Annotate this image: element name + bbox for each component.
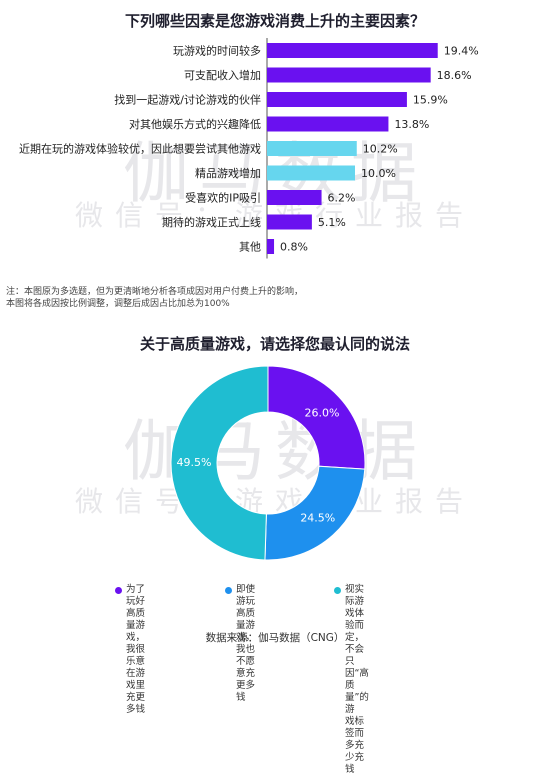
donut-value-label-2: 24.5% <box>300 512 335 525</box>
bar-category-label-4: 对其他娱乐方式的兴趣降低 <box>129 117 261 131</box>
bar-8 <box>267 214 312 230</box>
bar-value-label-7: 6.2% <box>328 192 356 205</box>
bar-category-label-1: 玩游戏的时间较多 <box>173 44 261 58</box>
bar-9 <box>267 239 275 254</box>
legend-swatch-depends <box>334 587 341 594</box>
donut-slice-1 <box>267 365 366 470</box>
bar-category-label-8: 期待的游戏正式上线 <box>162 215 261 229</box>
legend-swatch-unwilling <box>225 587 232 594</box>
bar-value-label-4: 13.8% <box>394 118 429 131</box>
bar-category-label-3: 找到一起游戏/讨论游戏的伙伴 <box>114 93 261 107</box>
bar-value-label-6: 10.0% <box>361 167 396 180</box>
bar-chart-note: 注：本图原为多选题，但为更清晰地分析各项成因对用户付费上升的影响， 本图将各成因… <box>6 286 303 310</box>
bar-7 <box>267 190 322 205</box>
donut-slice-2 <box>264 465 366 561</box>
bar-4 <box>267 116 389 132</box>
bar-category-label-9: 其他 <box>239 241 261 254</box>
bar-3 <box>267 92 407 107</box>
bar-value-label-5: 10.2% <box>363 143 398 156</box>
legend-label-depends: 视实际游戏体验而定， 不会只因“高质量”的游 戏标签而多充少充钱 <box>345 584 369 775</box>
note-line-1: 注：本图原为多选题，但为更清晰地分析各项成因对用户付费上升的影响， <box>6 287 304 297</box>
legend-label-willing: 为了玩好高质量游 戏，我很乐意在游 戏里充更多钱 <box>126 584 146 715</box>
donut-slice-3 <box>170 365 269 561</box>
data-source: 数据来源：伽马数据（CNG） <box>205 632 345 644</box>
bar-value-label-9: 0.8% <box>280 241 308 254</box>
bar-value-label-1: 19.4% <box>444 45 479 58</box>
bar-value-label-2: 18.6% <box>437 69 472 82</box>
bar-chart-title: 下列哪些因素是您游戏消费上升的主要因素？ <box>124 12 425 30</box>
donut-chart-title: 关于高质量游戏，请选择您最认同的说法 <box>139 335 410 353</box>
legend-swatch-willing <box>115 587 122 594</box>
bar-2 <box>267 67 431 83</box>
bar-category-label-6: 精品游戏增加 <box>195 166 261 180</box>
bar-category-label-2: 可支配收入增加 <box>184 68 261 82</box>
bar-value-label-8: 5.1% <box>318 216 346 229</box>
donut-value-label-1: 26.0% <box>304 406 339 419</box>
bar-1 <box>267 43 438 58</box>
bar-category-label-7: 受喜欢的IP吸引 <box>185 191 261 205</box>
bar-6 <box>267 165 355 181</box>
bar-category-label-5: 近期在玩的游戏体验较优，因此想要尝试其他游戏 <box>19 142 261 156</box>
donut-value-label-3: 49.5% <box>177 456 212 469</box>
note-line-2: 本图将各成因按比例调整，调整后成因占比加总为100% <box>6 299 230 309</box>
charts-canvas: 玩游戏的时间较多 19.4% 可支配收入增加 18.6% 找到一起游戏/讨论游戏的伙伴 1… <box>19 38 479 561</box>
bar-value-label-3: 15.9% <box>413 94 448 107</box>
bar-5 <box>267 141 357 156</box>
